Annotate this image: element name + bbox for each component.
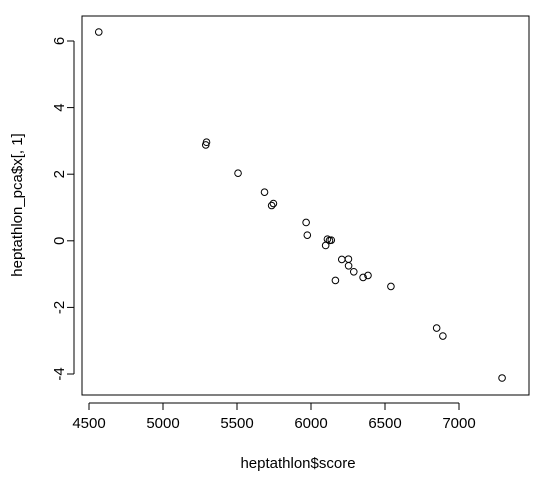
data-point — [302, 218, 310, 227]
x-tick-label: 5500 — [220, 415, 253, 432]
data-point — [267, 201, 276, 210]
y-axis: -4 -2 0 2 4 6 — [51, 37, 75, 381]
data-point — [498, 374, 506, 382]
data-point — [344, 255, 353, 263]
data-point — [359, 273, 367, 282]
x-tick-label: 6000 — [294, 415, 327, 432]
x-tick-label: 5000 — [146, 415, 179, 432]
x-axis-label: heptathlon$score — [240, 455, 355, 472]
x-tick-label: 4500 — [72, 415, 105, 432]
data-point — [337, 255, 346, 264]
data-point — [432, 324, 441, 332]
data-point — [327, 236, 336, 244]
plot-box — [81, 15, 530, 396]
data-point — [234, 169, 242, 178]
data-point — [260, 188, 269, 196]
data-point — [94, 28, 103, 36]
x-tick-label: 7000 — [442, 415, 475, 432]
y-tick-label: -4 — [51, 367, 68, 380]
data-point — [349, 267, 358, 276]
data-point — [344, 261, 353, 270]
y-tick-label: 2 — [51, 170, 68, 178]
data-point — [364, 271, 372, 280]
x-axis: 4500 5000 5500 6000 6500 7000 — [72, 402, 476, 432]
y-axis-label: heptathlon_pca$x[, 1] — [9, 133, 26, 276]
data-point — [202, 138, 211, 147]
y-tick-label: -2 — [51, 301, 68, 314]
data-point — [387, 282, 395, 291]
data-point — [323, 235, 332, 243]
y-tick-label: 4 — [51, 103, 68, 111]
data-points — [94, 28, 506, 382]
data-point — [269, 199, 278, 208]
data-point — [439, 332, 447, 340]
y-tick-label: 6 — [51, 37, 68, 45]
y-tick-label: 0 — [51, 237, 68, 245]
data-point — [331, 276, 340, 285]
x-tick-label: 6500 — [368, 415, 401, 432]
data-point — [303, 231, 312, 239]
